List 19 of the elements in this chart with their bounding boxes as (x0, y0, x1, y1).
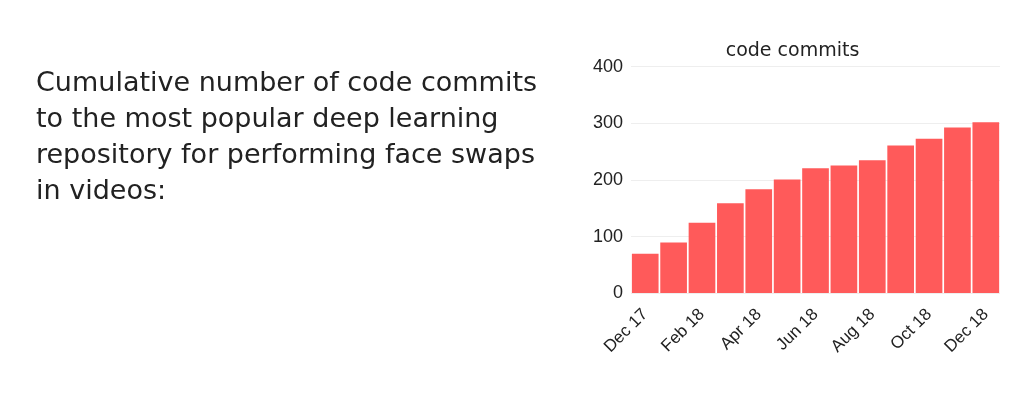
x-tick-label: Aug 18 (826, 304, 879, 356)
y-tick-label: 100 (592, 225, 624, 246)
bar (688, 222, 716, 293)
x-tick-label: Apr 18 (716, 304, 765, 354)
chart-title: code commits (725, 38, 860, 61)
x-tick-label: Feb 18 (657, 304, 709, 356)
x-tick-label: Oct 18 (886, 304, 936, 354)
bar (830, 165, 858, 293)
y-tick-label: 300 (592, 112, 624, 133)
bar (773, 179, 801, 293)
bar (802, 168, 829, 293)
bar (915, 138, 943, 293)
x-tick-label: Dec 18 (940, 304, 992, 356)
y-tick-label: 400 (592, 55, 624, 76)
x-tick-label: Jun 18 (772, 304, 822, 354)
x-tick-label: Dec 17 (599, 304, 652, 356)
y-tick-label: 200 (592, 169, 624, 190)
text: Cumulative number of code commits to the most popular deep learning repository for performing face swaps in videos: (36, 65, 539, 207)
y-tick-label: 0 (613, 282, 624, 303)
